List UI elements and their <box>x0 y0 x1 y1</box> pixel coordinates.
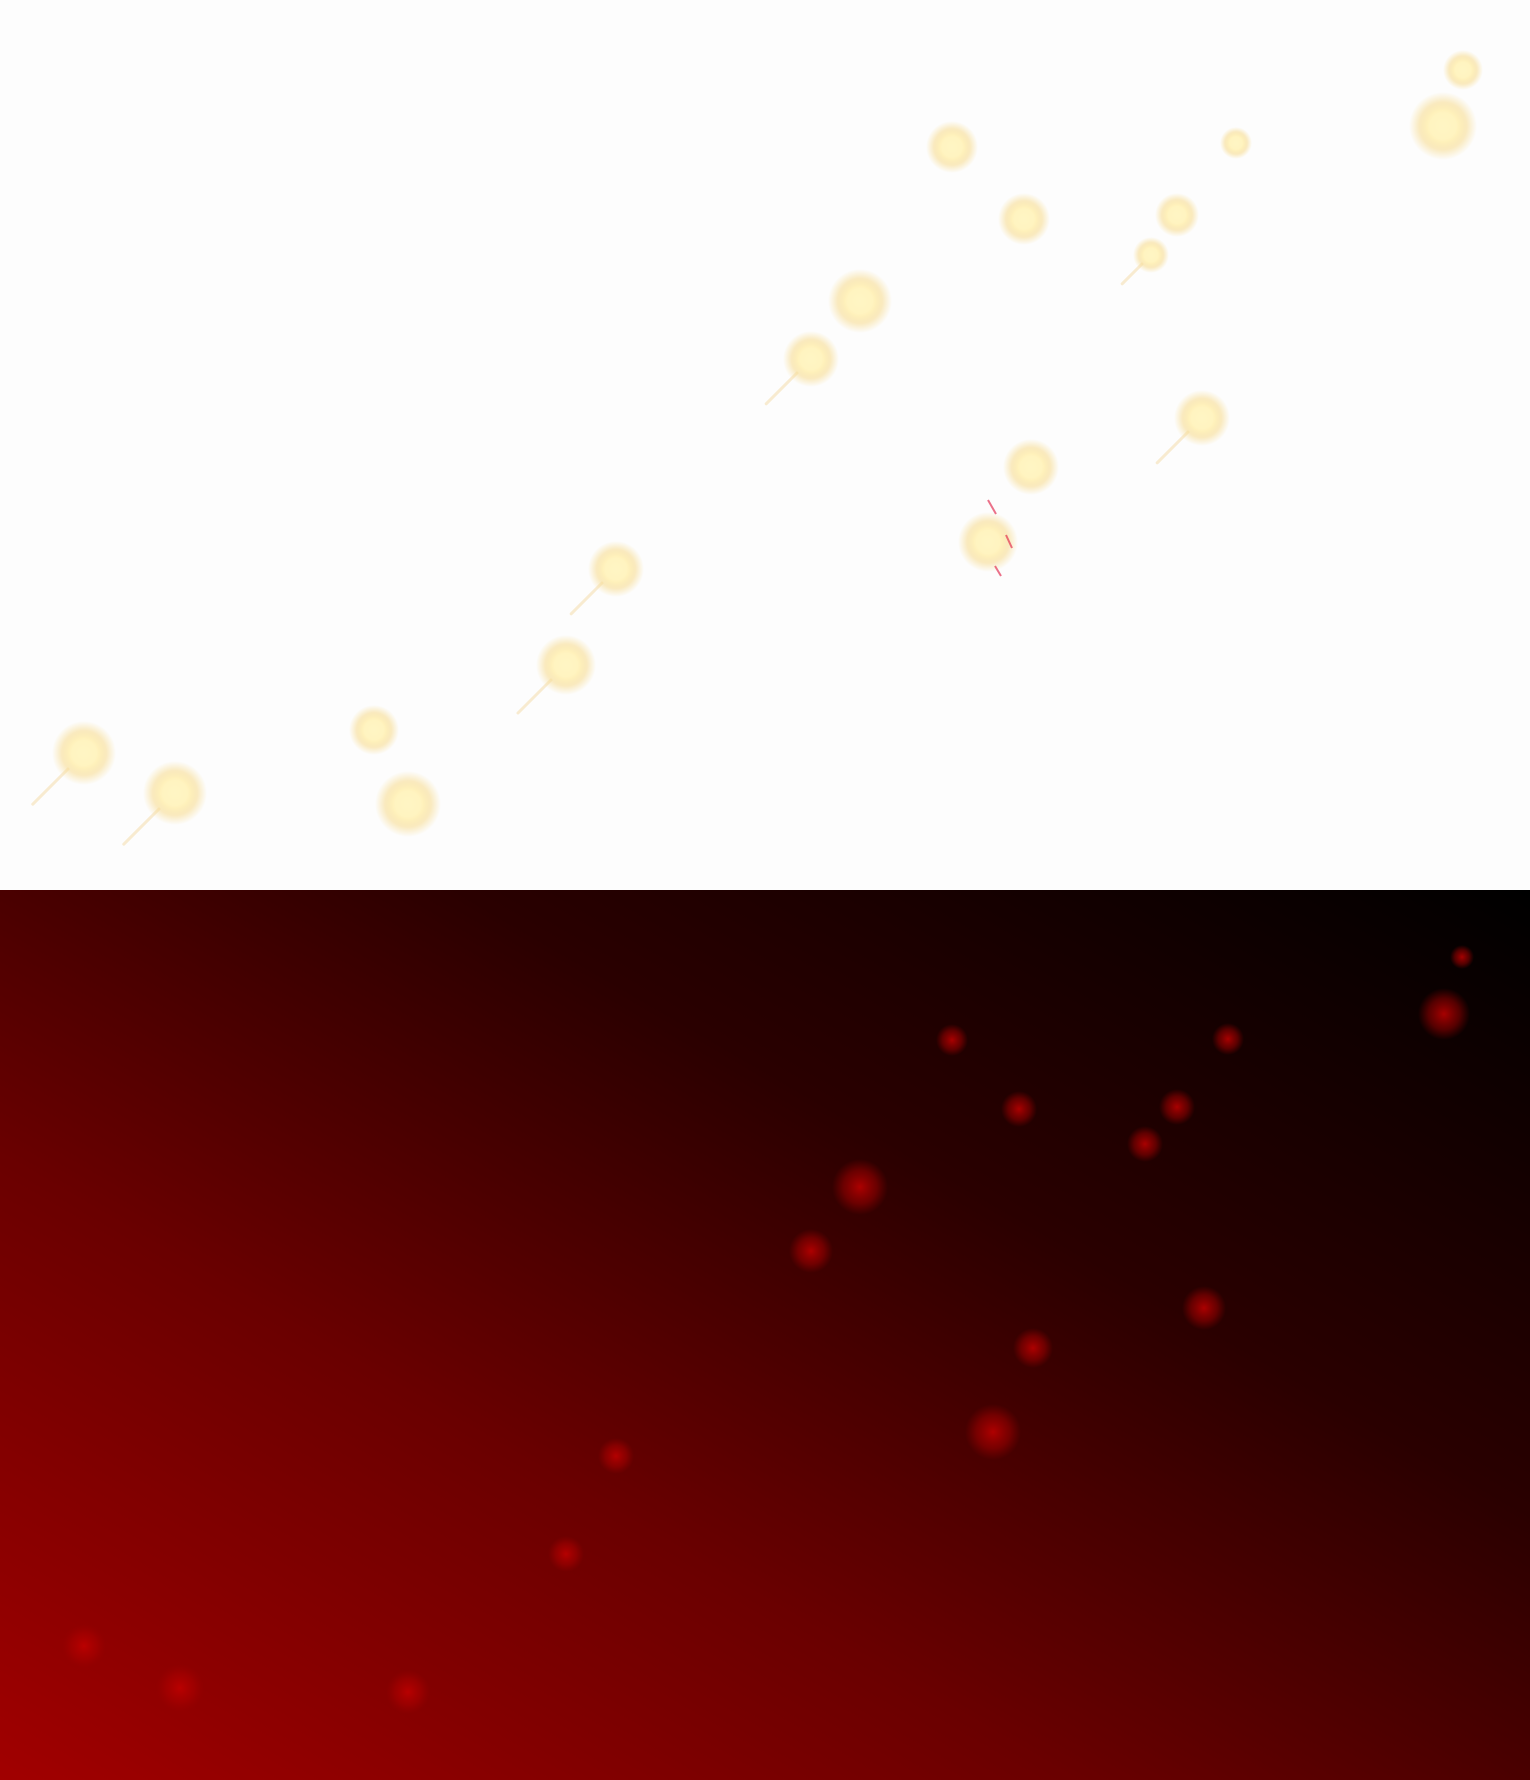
red-blur-sprite <box>1001 1091 1037 1127</box>
red-blur-sprite <box>936 1024 968 1056</box>
red-blur-sprite <box>1212 1023 1244 1055</box>
red-blur-sprite <box>62 1624 106 1668</box>
red-blur-sprite <box>1450 945 1474 969</box>
glow-sprite-core <box>605 558 627 580</box>
glow-sprite-core <box>976 530 1000 554</box>
red-blur-sprite <box>965 1404 1021 1460</box>
glow-sprite-core <box>1168 206 1186 224</box>
red-blur-sprite <box>1182 1286 1226 1330</box>
glow-sprite-core <box>1020 456 1042 478</box>
glow-sprite-core <box>1429 112 1456 139</box>
glow-sprite-core <box>1144 248 1158 262</box>
glow-sprite-layer <box>0 0 1530 890</box>
red-blur-sprite <box>386 1670 430 1714</box>
red-blur-sprite <box>789 1229 833 1273</box>
glow-sprite-core <box>162 780 188 806</box>
glow-sprite-core <box>942 137 963 158</box>
glow-sprite-core <box>800 348 822 370</box>
glow-sprite-core <box>1191 407 1213 429</box>
glow-sprite-core <box>554 653 578 677</box>
red-blur-sprite <box>1013 1328 1053 1368</box>
red-blur-sprite <box>1159 1089 1195 1125</box>
red-gradient-panel <box>0 890 1530 1780</box>
red-blur-sprite <box>1127 1126 1163 1162</box>
glow-sprite-core <box>1014 209 1035 230</box>
glow-sprite-core <box>71 740 97 766</box>
red-blur-sprite <box>832 1159 888 1215</box>
red-blur-sprite-layer <box>0 890 1530 1780</box>
glow-sprite-core <box>1230 137 1243 150</box>
glow-sprite-core <box>847 288 873 314</box>
glow-sprite-core <box>1455 62 1471 78</box>
red-blur-sprite <box>156 1664 204 1712</box>
glow-sprite-core <box>395 791 421 817</box>
glow-sprite-core <box>364 720 384 740</box>
red-blur-sprite <box>598 1438 634 1474</box>
red-blur-sprite <box>548 1536 584 1572</box>
accent-streak <box>988 500 996 514</box>
red-blur-sprite <box>1418 988 1470 1040</box>
glow-sprite-panel <box>0 0 1530 890</box>
